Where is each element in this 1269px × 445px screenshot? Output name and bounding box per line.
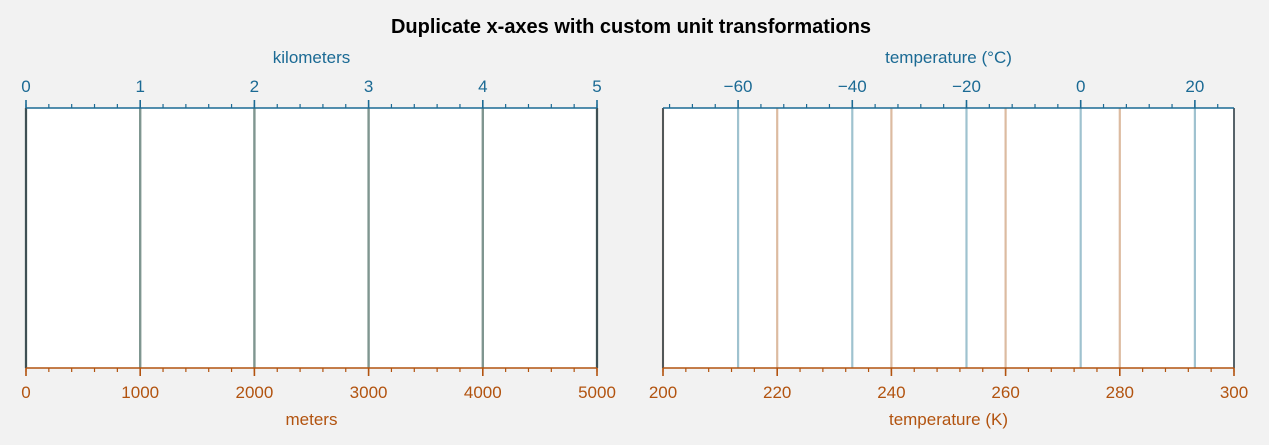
bottom-tick-label: 3000 [350, 383, 388, 402]
top-tick-label: 0 [21, 77, 30, 96]
bottom-tick-label: 200 [649, 383, 677, 402]
top-tick-label: 20 [1185, 77, 1204, 96]
plot-area [26, 108, 597, 368]
plot-area [663, 108, 1234, 368]
left-chart-panel: 0 1 2 3 4 5 kilometers 0 1000 2000 3000 4000 5000 met… [21, 48, 616, 429]
right-chart-panel: −60 −40 −20 0 20 temperature (°C) 200 220 240 260… [649, 48, 1248, 429]
top-tick-label: 4 [478, 77, 487, 96]
bottom-tick-label: 0 [21, 383, 30, 402]
top-tick-label: 2 [250, 77, 259, 96]
bottom-axis-label: temperature (K) [889, 410, 1008, 429]
top-tick-label: 0 [1076, 77, 1085, 96]
bottom-tick-label: 280 [1106, 383, 1134, 402]
top-tick-label: −20 [952, 77, 981, 96]
top-tick-label: −40 [838, 77, 867, 96]
bottom-tick-label: 2000 [235, 383, 273, 402]
top-axis-label: temperature (°C) [885, 48, 1012, 67]
bottom-axis-label: meters [286, 410, 338, 429]
bottom-tick-label: 300 [1220, 383, 1248, 402]
bottom-tick-label: 260 [991, 383, 1019, 402]
bottom-tick-label: 220 [763, 383, 791, 402]
figure-title: Duplicate x-axes with custom unit transf… [391, 16, 871, 38]
top-tick-label: 1 [135, 77, 144, 96]
bottom-tick-label: 4000 [464, 383, 502, 402]
top-axis-label: kilometers [273, 48, 350, 67]
bottom-tick-label: 240 [877, 383, 905, 402]
top-tick-label: −60 [724, 77, 753, 96]
top-tick-label: 5 [592, 77, 601, 96]
bottom-tick-label: 5000 [578, 383, 616, 402]
top-tick-label: 3 [364, 77, 373, 96]
bottom-tick-label: 1000 [121, 383, 159, 402]
